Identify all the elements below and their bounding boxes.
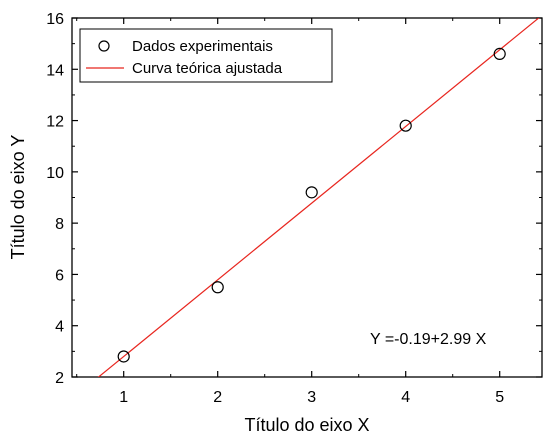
x-tick-label: 3 — [307, 389, 316, 406]
legend: Dados experimentais Curva teórica ajusta… — [79, 28, 333, 83]
y-tick-label: 2 — [55, 370, 64, 387]
points-layer — [117, 47, 506, 363]
fit-layer — [97, 18, 540, 377]
y-axis-title: Título do eixo Y — [8, 135, 28, 260]
data-point — [211, 281, 224, 294]
x-tick-label: 5 — [495, 389, 504, 406]
y-tick-label: 12 — [46, 114, 64, 131]
data-point — [117, 350, 130, 363]
y-tick-label: 4 — [55, 319, 64, 336]
x-tick-label: 1 — [119, 389, 128, 406]
legend-label-fit-line: Curva teórica ajustada — [132, 60, 283, 77]
fit-equation: Y =-0.19+2.99 X — [370, 331, 487, 348]
legend-marker-points — [98, 40, 110, 52]
y-axis-ticks: 2 4 6 8 10 12 14 16 — [46, 11, 542, 387]
x-axis-ticks: 1 2 3 4 5 — [76, 18, 504, 406]
data-point — [399, 119, 412, 132]
y-tick-label: 6 — [55, 267, 64, 284]
y-tick-label: 16 — [46, 11, 64, 28]
y-tick-label: 14 — [46, 62, 64, 79]
data-point — [305, 186, 318, 199]
x-tick-label: 2 — [213, 389, 222, 406]
x-tick-label: 4 — [401, 389, 410, 406]
legend-label-points: Dados experimentais — [132, 38, 273, 55]
y-tick-label: 8 — [55, 216, 64, 233]
data-point — [493, 47, 506, 61]
y-tick-label: 10 — [46, 165, 64, 182]
fit-line — [97, 18, 540, 377]
x-axis-title: Título do eixo X — [244, 415, 369, 435]
legend-box — [79, 28, 333, 83]
